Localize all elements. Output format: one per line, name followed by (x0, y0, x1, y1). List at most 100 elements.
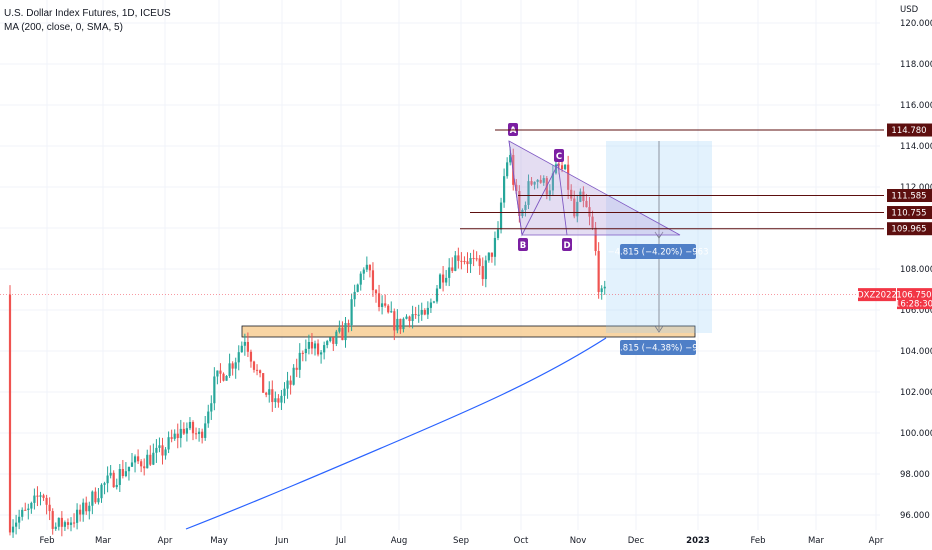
candle-body (48, 504, 51, 512)
candle-body (182, 428, 185, 434)
candle-body (411, 314, 414, 321)
candle-body (326, 341, 329, 346)
pattern-point-label: D (563, 241, 570, 251)
horizontal-levels[interactable] (0, 129, 884, 295)
candle-body (408, 316, 411, 321)
symbol-badge (858, 288, 896, 302)
candle-body (499, 202, 503, 230)
candle-body (603, 286, 606, 289)
time-axis[interactable]: Feb Mar Apr May Jun Jul Aug Sep Oct Nov Dec 2023 Feb… (39, 536, 883, 546)
candle-body (533, 181, 536, 185)
candle-body (124, 471, 127, 477)
candle-body (594, 227, 597, 252)
candle-body (76, 509, 79, 523)
time-tick: May (210, 536, 228, 546)
candle-body (454, 255, 457, 271)
candle-body (460, 260, 463, 262)
support-zone (241, 325, 696, 338)
candle-body (185, 428, 188, 434)
indicator-legend[interactable]: MA (200, close, 0, SMA, 5) (4, 22, 123, 33)
candle-body (304, 348, 307, 354)
grid-lines (0, 0, 880, 530)
candle-body (103, 483, 106, 485)
candle-body (405, 316, 408, 319)
candle-body (353, 291, 356, 300)
candle-body (60, 517, 63, 527)
price-tick: 102.000 (900, 388, 932, 398)
currency-label: USD (900, 5, 919, 15)
level-price-badge (887, 222, 932, 236)
candle-body (414, 314, 417, 316)
time-tick: Jul (335, 536, 346, 546)
candle-body (457, 255, 460, 261)
candle-body (417, 314, 420, 316)
candle-body (381, 303, 384, 307)
candle-body (286, 380, 289, 389)
candle-body (466, 261, 469, 265)
level-price-badge (887, 123, 932, 137)
candle-body (121, 469, 124, 477)
candle-body (63, 522, 66, 527)
candle-body (149, 454, 152, 465)
candle-body (374, 290, 378, 294)
candle-body (442, 274, 445, 283)
price-axis[interactable]: 120.000118.000116.000114.000112.000110.0… (857, 5, 932, 521)
candle-body (259, 370, 262, 374)
pattern-point-label: B (520, 241, 526, 251)
candle-body (127, 466, 131, 472)
candle-body (140, 461, 143, 467)
candle-body (588, 207, 591, 217)
candle-body (42, 495, 45, 498)
price-tick: 118.000 (900, 60, 932, 70)
candle-body (36, 495, 39, 497)
measure-arrow-icon (654, 325, 664, 333)
candle-body (377, 293, 381, 307)
candle-body (137, 456, 140, 462)
candle-body (338, 327, 341, 332)
candle-body (194, 433, 198, 435)
candle-body (448, 267, 451, 278)
candle-body (85, 502, 88, 512)
projection-box: −4.815 (−4.20%) −963 −4.815 (−4.38%) −963 (606, 141, 712, 355)
candle-body (243, 341, 246, 346)
candle-body (359, 273, 362, 285)
candle-body (557, 164, 561, 166)
candle-body (307, 341, 310, 349)
candle-body (82, 502, 85, 515)
level-price-badge (887, 206, 932, 220)
candle-body (435, 288, 439, 302)
price-tick: 104.000 (900, 347, 932, 357)
candle-body (106, 475, 109, 484)
candle-body (539, 179, 542, 183)
candle-body (469, 258, 472, 265)
candle-body (249, 351, 253, 362)
measure-label-box (620, 340, 696, 355)
candle-body (252, 361, 256, 370)
candle-body (152, 452, 155, 465)
candle-body (213, 376, 216, 404)
candle-body (518, 191, 521, 217)
candle-body (18, 516, 21, 523)
candle-body (487, 252, 490, 261)
candle-body (341, 327, 344, 341)
candle-body (295, 367, 298, 370)
moving-average-line (185, 337, 607, 530)
candle-body (506, 162, 509, 177)
symbol-label: DXZ2022 (857, 291, 897, 301)
time-tick: Jun (274, 536, 288, 546)
candle-body (585, 200, 588, 208)
candle-body (130, 462, 134, 467)
pattern-point-badge (562, 238, 572, 251)
candle-body (451, 267, 454, 271)
price-tick: 100.000 (900, 429, 932, 439)
candle-body (219, 370, 222, 374)
candle-body (591, 216, 594, 228)
candle-body (524, 204, 527, 210)
pattern-point-badge (518, 238, 528, 251)
candle-body (396, 318, 399, 331)
candle-body (438, 274, 442, 289)
candle-body (301, 352, 304, 354)
candle-body (320, 352, 323, 355)
candle-body (210, 403, 213, 412)
